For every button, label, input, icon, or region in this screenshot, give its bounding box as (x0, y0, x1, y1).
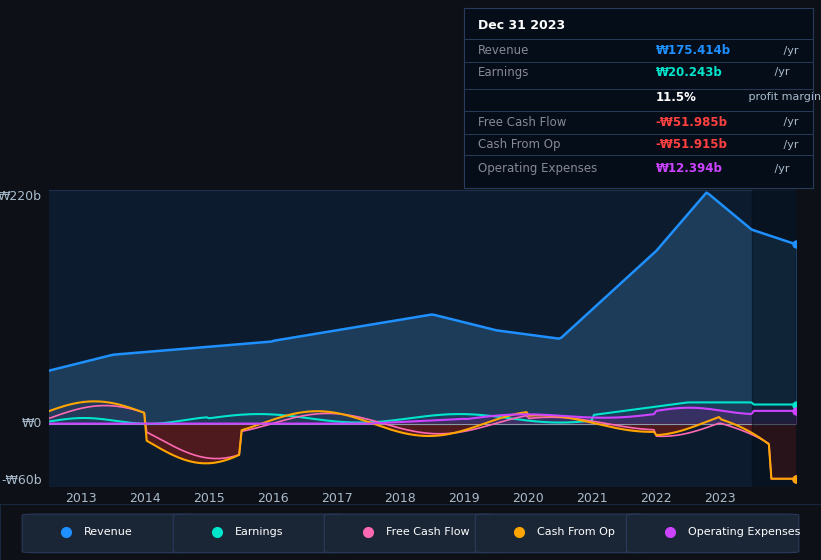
Text: ₩220b: ₩220b (0, 190, 42, 203)
Text: -₩51.915b: -₩51.915b (656, 138, 727, 151)
Text: ₩175.414b: ₩175.414b (656, 44, 731, 57)
Text: Cash From Op: Cash From Op (478, 138, 560, 151)
Text: /yr: /yr (780, 45, 798, 55)
Text: /yr: /yr (771, 67, 790, 77)
Text: Dec 31 2023: Dec 31 2023 (478, 19, 565, 32)
FancyBboxPatch shape (626, 514, 799, 553)
Text: Earnings: Earnings (235, 527, 283, 537)
FancyBboxPatch shape (173, 514, 346, 553)
Text: /yr: /yr (771, 164, 790, 174)
FancyBboxPatch shape (22, 514, 195, 553)
Text: Earnings: Earnings (478, 66, 530, 78)
Text: Revenue: Revenue (84, 527, 132, 537)
Text: -₩51.985b: -₩51.985b (656, 116, 727, 129)
Text: /yr: /yr (780, 117, 798, 127)
Text: ₩12.394b: ₩12.394b (656, 162, 722, 175)
Text: Free Cash Flow: Free Cash Flow (386, 527, 470, 537)
Text: 11.5%: 11.5% (656, 91, 697, 104)
FancyBboxPatch shape (324, 514, 497, 553)
Text: profit margin: profit margin (745, 92, 821, 102)
Text: Operating Expenses: Operating Expenses (478, 162, 597, 175)
Text: Free Cash Flow: Free Cash Flow (478, 116, 566, 129)
Text: Cash From Op: Cash From Op (537, 527, 615, 537)
Bar (752, 190, 796, 487)
Text: Operating Expenses: Operating Expenses (688, 527, 800, 537)
Text: -₩60b: -₩60b (1, 474, 42, 487)
Text: Revenue: Revenue (478, 44, 530, 57)
FancyBboxPatch shape (475, 514, 648, 553)
Text: /yr: /yr (780, 139, 798, 150)
Text: ₩20.243b: ₩20.243b (656, 66, 722, 78)
Text: ₩0: ₩0 (21, 417, 42, 430)
